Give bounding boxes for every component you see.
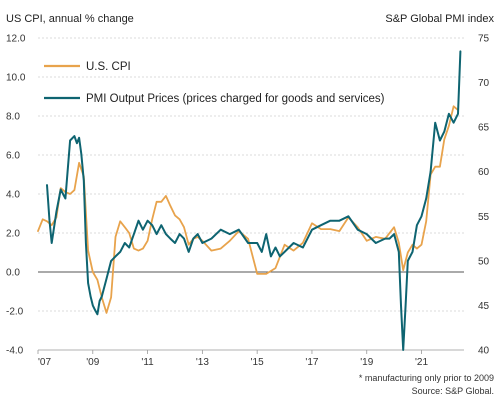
right-tick-label: 60 xyxy=(478,167,490,178)
legend-label-cpi: U.S. CPI xyxy=(86,61,131,73)
series-line-pmi-output-prices xyxy=(46,50,462,351)
x-tick-label: '13 xyxy=(196,357,209,368)
x-tick-label: '17 xyxy=(305,357,318,368)
right-tick-label: 55 xyxy=(478,212,490,223)
footnote-source: Source: S&P Global. xyxy=(412,386,494,396)
x-tick-label: '09 xyxy=(86,357,99,368)
left-tick-label: -2.0 xyxy=(6,307,24,318)
left-tick-label: 0.0 xyxy=(6,268,20,279)
right-axis-title: S&P Global PMI index xyxy=(385,13,494,25)
right-tick-label: 65 xyxy=(478,123,490,134)
x-tick-label: '15 xyxy=(251,357,264,368)
right-tick-label: 75 xyxy=(478,34,490,45)
left-tick-label: 8.0 xyxy=(6,112,20,123)
right-tick-label: 45 xyxy=(478,301,490,312)
x-tick-label: '11 xyxy=(141,357,154,368)
left-tick-label: 2.0 xyxy=(6,229,20,240)
x-axis-ticks: '07 '09 '11 '13 '15 '17 '19 '21 xyxy=(37,349,464,368)
series-line-cpi xyxy=(37,105,459,314)
series-layer xyxy=(37,50,462,351)
x-tick-label: '19 xyxy=(360,357,373,368)
left-tick-label: 10.0 xyxy=(6,73,26,84)
footnote-manufacturing: * manufacturing only prior to 2009 xyxy=(359,373,494,383)
left-tick-label: 12.0 xyxy=(6,34,26,45)
left-tick-label: -4.0 xyxy=(6,346,24,357)
left-tick-label: 6.0 xyxy=(6,151,20,162)
left-axis-title: US CPI, annual % change xyxy=(6,13,134,25)
right-tick-label: 50 xyxy=(478,256,490,267)
left-axis-ticks: 12.0 10.0 8.0 6.0 4.0 2.0 0.0 -2.0 -4.0 xyxy=(6,34,26,357)
legend: U.S. CPI PMI Output Prices (prices charg… xyxy=(44,61,385,105)
right-axis-ticks: 75 70 65 60 55 50 45 40 xyxy=(478,34,490,357)
left-tick-label: 4.0 xyxy=(6,190,20,201)
right-tick-label: 40 xyxy=(478,346,490,357)
legend-label-pmi: PMI Output Prices (prices charged for go… xyxy=(86,93,385,105)
right-tick-label: 70 xyxy=(478,78,490,89)
x-tick-label: '07 xyxy=(38,357,51,368)
x-tick-label: '21 xyxy=(415,357,428,368)
